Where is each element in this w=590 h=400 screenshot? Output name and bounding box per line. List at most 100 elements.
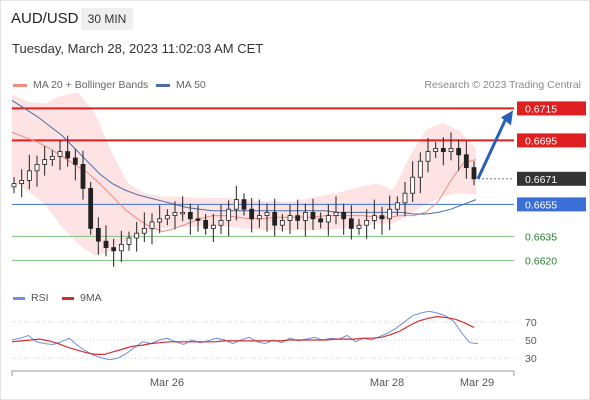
rsi-label: RSI <box>31 292 49 304</box>
candle-body <box>118 243 124 252</box>
candle-body <box>157 218 163 223</box>
candle-body <box>26 170 32 181</box>
candle-body <box>42 159 48 165</box>
candle-body <box>341 211 347 220</box>
candle-body <box>348 218 354 229</box>
candle-body <box>126 237 132 245</box>
candle-body <box>356 224 362 229</box>
candle-body <box>111 247 117 252</box>
candle-body <box>410 176 416 194</box>
candle-body <box>256 215 262 220</box>
candle-body <box>11 183 17 188</box>
candle-body <box>34 163 40 172</box>
candle-body <box>187 211 193 220</box>
candle-body <box>180 211 186 215</box>
candle-body <box>88 187 94 229</box>
candle-body <box>272 211 278 226</box>
candle-body <box>249 208 255 220</box>
rsi-ma-line <box>11 315 475 355</box>
level-badge-0.6671 <box>517 171 586 186</box>
candle-body <box>172 211 178 216</box>
candle-body <box>310 211 316 220</box>
candle-body <box>103 240 109 248</box>
candle-body <box>72 157 78 165</box>
credit-text: Research © 2023 Trading Central <box>424 79 581 91</box>
candle-body <box>226 208 232 221</box>
candle-body <box>95 227 101 242</box>
candle-body <box>57 151 63 157</box>
candle-body <box>49 155 55 160</box>
candle-body <box>203 219 209 229</box>
candle-body <box>80 163 86 189</box>
candle-body <box>364 219 370 226</box>
candle-body <box>394 202 400 210</box>
candle-body <box>279 219 285 226</box>
candle-body <box>241 199 247 210</box>
candle-body <box>387 208 393 220</box>
projection-arrow-head <box>501 110 513 126</box>
candle-body <box>371 215 377 221</box>
candle-body <box>456 147 462 156</box>
x-tick-label: Mar 29 <box>460 377 494 389</box>
currency-pair-title: AUD/USD <box>11 10 79 27</box>
projection-arrow-shaft <box>476 117 508 180</box>
rsi-ma-swatch <box>62 296 74 300</box>
rsi-swatch <box>13 296 25 300</box>
candle-body <box>402 192 408 204</box>
candle-body <box>149 221 155 229</box>
x-tick-label: Mar 26 <box>150 377 184 389</box>
level-badge-0.6715 <box>517 101 586 116</box>
legend-ma20: MA 20 + Bollinger Bands <box>13 79 148 91</box>
level-badge-0.6655 <box>517 197 586 212</box>
candle-body <box>141 227 147 234</box>
timeframe-button[interactable]: 30 MIN <box>81 8 133 30</box>
rsi-tick-50: 50 <box>525 335 537 347</box>
candle-body <box>295 215 301 221</box>
rsi-line <box>11 310 479 361</box>
timestamp: Tuesday, March 28, 2023 11:02:03 AM CET <box>12 41 264 56</box>
candle-body <box>448 147 454 152</box>
candle-body <box>302 211 308 221</box>
ma20-label: MA 20 + Bollinger Bands <box>33 79 149 91</box>
legend-rsi: RSI <box>13 292 49 304</box>
x-tick-label: Mar 28 <box>370 377 404 389</box>
candle-body <box>471 167 477 180</box>
legend-ma50: MA 50 <box>156 79 206 91</box>
level-label-0.6635: 0.6635 <box>525 231 557 243</box>
candle-body <box>425 151 431 162</box>
legend-rsi-ma: 9MA <box>62 292 102 304</box>
candle-body <box>325 215 331 223</box>
ma20-line <box>11 131 477 233</box>
candle-body <box>318 218 324 223</box>
ma50-label: MA 50 <box>176 79 206 91</box>
candle-body <box>440 147 446 152</box>
candle-body <box>134 232 140 239</box>
candle-body <box>287 215 293 221</box>
candle-body <box>164 215 170 220</box>
candle-body <box>379 215 385 220</box>
bollinger-band <box>12 92 476 256</box>
level-label-0.6620: 0.6620 <box>525 255 557 267</box>
candle-body <box>218 219 224 226</box>
level-label-0.6695: 0.6695 <box>525 135 557 147</box>
candle-body <box>264 211 270 216</box>
rsi-ma-label: 9MA <box>80 292 102 304</box>
candle-body <box>19 179 25 184</box>
candle-body <box>433 147 439 152</box>
level-label-0.6715: 0.6715 <box>525 103 557 115</box>
level-label-0.6655: 0.6655 <box>525 199 557 211</box>
candle-body <box>65 151 71 159</box>
candle-body <box>233 199 239 210</box>
candle-body <box>463 154 469 169</box>
candle-body <box>417 160 423 178</box>
rsi-tick-70: 70 <box>525 317 537 329</box>
candle-body <box>195 218 201 221</box>
candle-body <box>210 224 216 229</box>
candle-body <box>333 211 339 216</box>
level-label-0.6671: 0.6671 <box>525 174 557 186</box>
rsi-tick-30: 30 <box>525 353 537 365</box>
ma20-swatch <box>13 83 27 87</box>
level-badge-0.6695 <box>517 133 586 148</box>
ma50-swatch <box>156 83 170 87</box>
